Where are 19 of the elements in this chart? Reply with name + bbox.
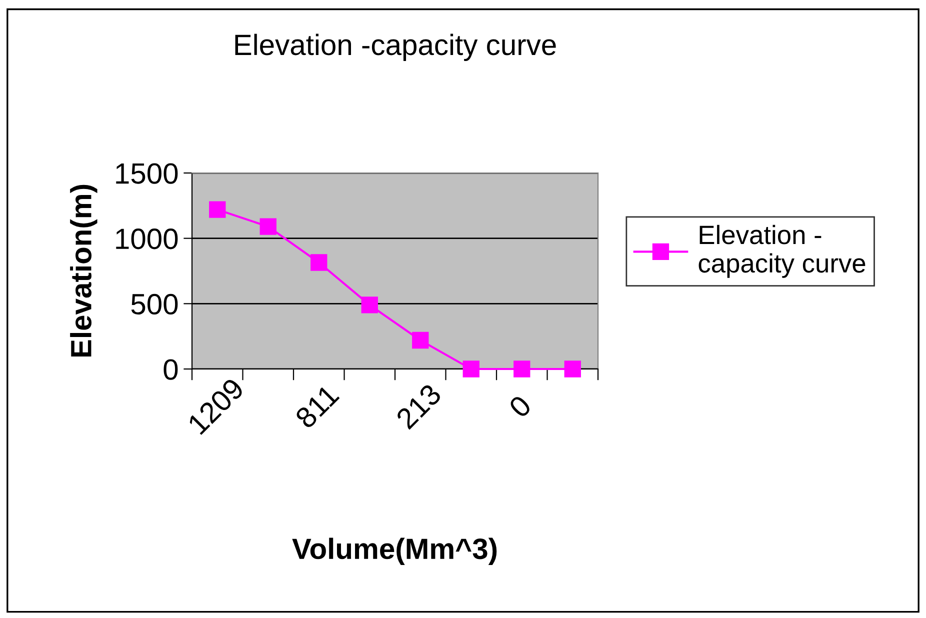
- point: [310, 254, 328, 271]
- x-tick-label: 811: [294, 384, 340, 430]
- point: [412, 332, 429, 349]
- point: [462, 360, 480, 378]
- chart-title: Elevation -capacity curve: [235, 34, 556, 61]
- point: [361, 296, 378, 314]
- y-tick-label: 0: [164, 359, 178, 380]
- point: [564, 360, 581, 378]
- y-tick-label: 1000: [116, 228, 178, 250]
- x-tick-label: 213: [395, 382, 442, 430]
- y-tick-label: 1500: [116, 163, 178, 184]
- point: [260, 218, 276, 235]
- x-tick-label: 0: [508, 394, 532, 419]
- legend-label: Elevation - capacity curve: [698, 224, 866, 278]
- point: [209, 201, 226, 218]
- point: [514, 360, 530, 378]
- x-axis-title: Volume(Mm^3): [292, 538, 497, 565]
- y-tick-label: 500: [131, 294, 178, 315]
- y-axis-title: Elevation(m): [70, 184, 98, 357]
